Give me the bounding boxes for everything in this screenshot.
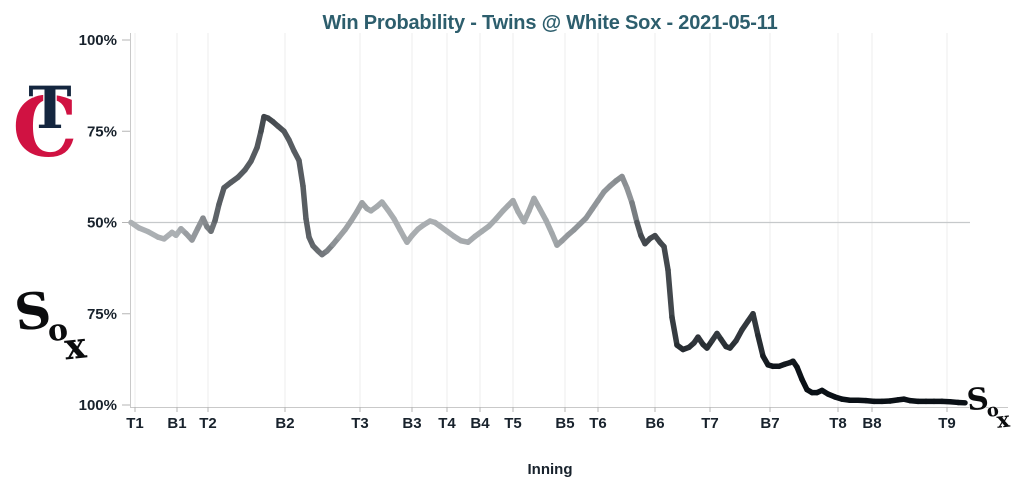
x-tick-label: T6 <box>589 415 607 432</box>
win-probability-line-segment <box>755 332 766 359</box>
twins-logo-t-letter: T <box>28 80 71 142</box>
win-probability-line-segment <box>661 243 671 273</box>
win-probability-line-segment <box>665 267 675 321</box>
y-tick-label: 50% <box>87 215 117 232</box>
win-probability-line-segment <box>296 157 306 189</box>
win-probability-line-segment <box>254 128 264 151</box>
white-sox-logo: S o x <box>11 283 90 363</box>
win-probability-line-segment <box>629 200 640 226</box>
x-tick-label: B6 <box>645 415 664 432</box>
white-sox-endpoint-x-letter: x <box>996 408 1012 430</box>
win-probability-line-segment <box>212 201 222 224</box>
x-tick-label: T2 <box>199 415 217 432</box>
y-tick-label: 75% <box>87 123 117 140</box>
chart-title: Win Probability - Twins @ White Sox - 20… <box>322 12 778 34</box>
y-tick-label: 75% <box>87 306 117 323</box>
x-tick-label: B7 <box>760 415 779 432</box>
x-tick-label: B5 <box>555 415 574 432</box>
x-tick-label: B1 <box>167 415 186 432</box>
white-sox-endpoint-logo: S o x <box>965 382 1012 430</box>
x-tick-label: T8 <box>829 415 847 432</box>
x-tick-label: T9 <box>938 415 956 432</box>
x-axis-title: Inning <box>527 461 573 478</box>
win-probability-line-segment <box>750 311 761 339</box>
white-sox-logo-s-letter: S <box>12 283 54 342</box>
x-tick-label: B8 <box>862 415 881 432</box>
x-tick-label: B3 <box>402 415 421 432</box>
white-sox-logo-x-letter: x <box>62 324 88 363</box>
x-tick-label: T4 <box>438 415 456 432</box>
x-tick-label: B4 <box>470 415 490 432</box>
x-tick-label: T1 <box>126 415 144 432</box>
white-sox-logo-o-letter: o <box>46 312 70 349</box>
twins-logo: C T <box>11 80 78 160</box>
white-sox-endpoint-o-letter: o <box>986 400 1000 422</box>
y-tick-label: 100% <box>79 32 117 49</box>
x-tick-label: T7 <box>701 415 719 432</box>
win-probability-line-segment <box>303 216 312 240</box>
win-probability-line-segment <box>216 185 227 207</box>
white-sox-endpoint-s-letter: S <box>965 382 990 418</box>
twins-logo-c-letter: C <box>12 80 77 160</box>
win-probability-line-segment <box>300 183 309 222</box>
x-tick-label: T3 <box>351 415 369 432</box>
x-tick-label: B2 <box>275 415 294 432</box>
win-probability-line-segment <box>669 314 680 348</box>
y-tick-label: 100% <box>79 397 117 414</box>
x-tick-label: T5 <box>504 415 522 432</box>
